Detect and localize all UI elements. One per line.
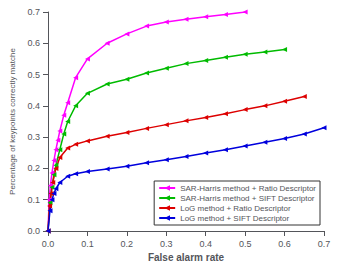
svg-text:0.1: 0.1	[81, 239, 94, 249]
svg-text:SAR-Harris method + SIFT Descr: SAR-Harris method + SIFT Descriptor	[180, 194, 315, 203]
svg-text:0.3: 0.3	[160, 239, 173, 249]
svg-text:0.7: 0.7	[27, 7, 40, 17]
svg-text:0.2: 0.2	[27, 163, 40, 173]
svg-text:0.4: 0.4	[199, 239, 212, 249]
svg-text:0.7: 0.7	[318, 239, 331, 249]
svg-text:SAR-Harris method + Ratio Desc: SAR-Harris method + Ratio Descriptor	[180, 184, 316, 193]
svg-text:0.0: 0.0	[42, 239, 55, 249]
svg-text:LoG method + SIFT Descriptor: LoG method + SIFT Descriptor	[180, 214, 289, 223]
svg-text:0.0: 0.0	[27, 226, 40, 236]
svg-text:0.5: 0.5	[27, 70, 40, 80]
svg-text:LoG method + Ratio Descriptor: LoG method + Ratio Descriptor	[180, 204, 291, 213]
svg-text:0.1: 0.1	[27, 195, 40, 205]
svg-text:0.4: 0.4	[27, 101, 40, 111]
svg-text:0.5: 0.5	[239, 239, 252, 249]
svg-text:0.6: 0.6	[27, 38, 40, 48]
svg-text:0.2: 0.2	[121, 239, 134, 249]
svg-text:False alarm rate: False alarm rate	[148, 252, 225, 263]
svg-text:Percentage of keypoints correc: Percentage of keypoints correctly matche	[8, 48, 17, 195]
svg-text:0.6: 0.6	[278, 239, 291, 249]
svg-text:0.3: 0.3	[27, 132, 40, 142]
